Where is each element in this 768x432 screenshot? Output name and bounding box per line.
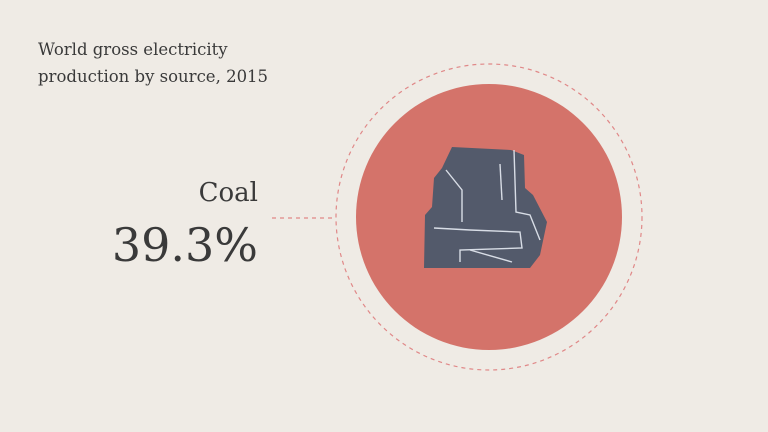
outer-ring — [335, 63, 643, 371]
chart-title: World gross electricity production by so… — [38, 40, 269, 86]
category-label: Coal — [199, 178, 258, 208]
coal-icon — [424, 147, 547, 268]
value-label: 39.3% — [112, 218, 258, 272]
